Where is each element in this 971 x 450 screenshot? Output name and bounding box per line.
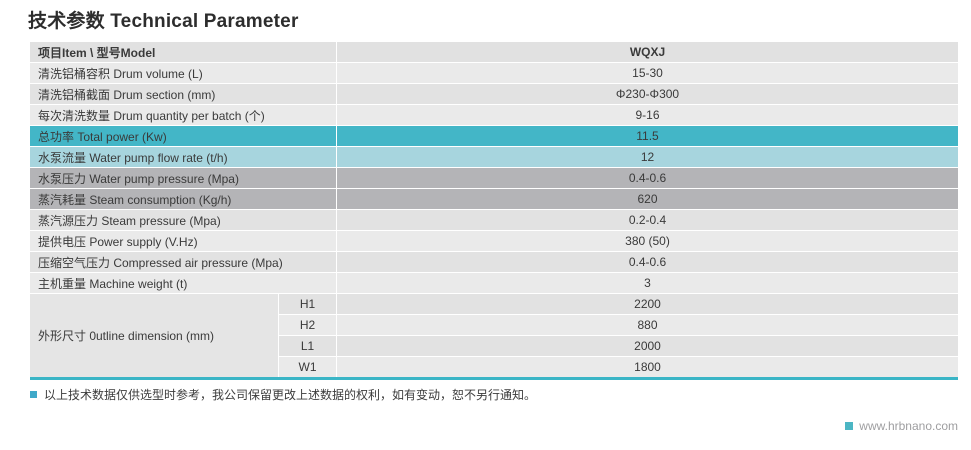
row-steam-consumption-value: 620	[337, 189, 958, 209]
dim-h1-value: 2200	[337, 294, 958, 314]
row-outline-dimension-label: 外形尺寸 0utline dimension (mm)	[30, 294, 278, 377]
dim-h2-key: H2	[279, 315, 336, 335]
row-total-power-label: 总功率 Total power (Kw)	[30, 126, 336, 146]
row-pump-pressure-label: 水泵压力 Water pump pressure (Mpa)	[30, 168, 336, 188]
table-header-item-model: 项目Item \ 型号Model	[30, 42, 336, 62]
row-pump-flow-value: 12	[337, 147, 958, 167]
row-total-power-value: 11.5	[337, 126, 958, 146]
row-drum-section-label: 清洗铝桶截面 Drum section (mm)	[30, 84, 336, 104]
footnote: 以上技术数据仅供选型时参考，我公司保留更改上述数据的权利，如有变动，恕不另行通知…	[30, 386, 536, 403]
row-machine-weight-value: 3	[337, 273, 958, 293]
row-drum-volume-label: 清洗铝桶容积 Drum volume (L)	[30, 63, 336, 83]
row-power-supply-label: 提供电压 Power supply (V.Hz)	[30, 231, 336, 251]
row-machine-weight-label: 主机重量 Machine weight (t)	[30, 273, 336, 293]
dim-w1-value: 1800	[337, 357, 958, 377]
table-header-model-value: WQXJ	[337, 42, 958, 62]
row-power-supply-value: 380 (50)	[337, 231, 958, 251]
row-drum-volume-value: 15-30	[337, 63, 958, 83]
technical-parameter-table: 项目Item \ 型号Model WQXJ 清洗铝桶容积 Drum volume…	[30, 42, 958, 380]
row-compressed-air-label: 压缩空气压力 Compressed air pressure (Mpa)	[30, 252, 336, 272]
row-compressed-air-value: 0.4-0.6	[337, 252, 958, 272]
dim-w1-key: W1	[279, 357, 336, 377]
website-text: www.hrbnano.com	[859, 419, 958, 433]
page-title: 技术参数 Technical Parameter	[28, 11, 299, 32]
row-pump-flow-label: 水泵流量 Water pump flow rate (t/h)	[30, 147, 336, 167]
row-drum-quantity-label: 每次清洗数量 Drum quantity per batch (个)	[30, 105, 336, 125]
website-bullet-icon	[845, 422, 854, 430]
footnote-text: 以上技术数据仅供选型时参考，我公司保留更改上述数据的权利，如有变动，恕不另行通知…	[44, 388, 537, 402]
dim-h2-value: 880	[337, 315, 958, 335]
dim-h1-key: H1	[279, 294, 336, 314]
row-drum-section-value: Φ230-Φ300	[337, 84, 958, 104]
row-steam-consumption-label: 蒸汽耗量 Steam consumption (Kg/h)	[30, 189, 336, 209]
dim-l1-key: L1	[279, 336, 336, 356]
website-watermark: www.hrbnano.com	[845, 419, 958, 433]
row-steam-pressure-value: 0.2-0.4	[337, 210, 958, 230]
row-steam-pressure-label: 蒸汽源压力 Steam pressure (Mpa)	[30, 210, 336, 230]
row-pump-pressure-value: 0.4-0.6	[337, 168, 958, 188]
dim-l1-value: 2000	[337, 336, 958, 356]
note-bullet-icon	[30, 391, 37, 398]
row-drum-quantity-value: 9-16	[337, 105, 958, 125]
